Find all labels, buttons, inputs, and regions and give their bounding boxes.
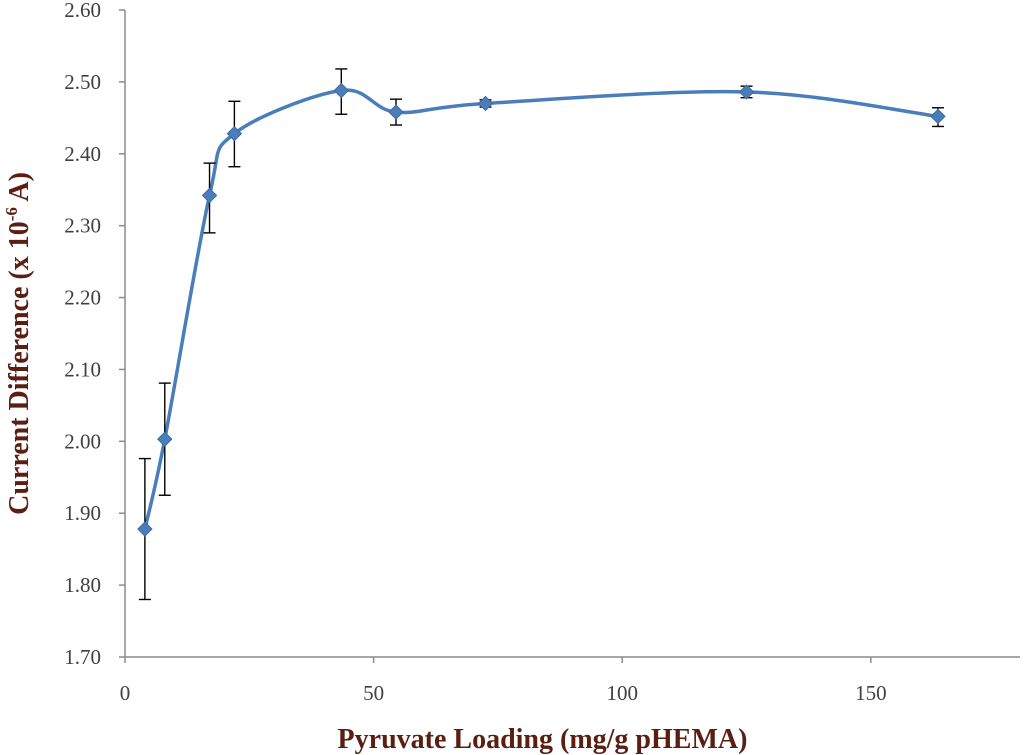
data-point-marker — [201, 187, 218, 204]
x-tick-label: 50 — [363, 681, 384, 705]
y-axis-title-exponent: -6 — [2, 207, 21, 221]
data-point-marker — [137, 521, 153, 537]
series-group — [143, 88, 939, 530]
x-tick-label: 150 — [855, 681, 887, 705]
data-point-marker — [930, 108, 946, 125]
y-tick-label: 2.00 — [64, 429, 101, 453]
data-point-marker — [477, 95, 494, 112]
y-tick-label: 1.90 — [64, 501, 101, 525]
y-tick-label: 1.70 — [64, 645, 101, 669]
data-point-marker — [388, 104, 404, 120]
y-axis-ticks: 1.70 1.80 1.90 2.00 2.10 2.20 2.30 2.40 2.50 2.60 — [64, 0, 125, 669]
x-axis-ticks: 0 50 100 150 — [120, 657, 887, 705]
y-tick-label: 2.10 — [64, 357, 101, 381]
y-tick-label: 2.50 — [64, 70, 101, 94]
y-axis-title-end: A) — [4, 172, 35, 207]
y-tick-label: 1.80 — [64, 573, 101, 597]
y-tick-label: 2.20 — [64, 286, 101, 310]
data-point-marker — [157, 431, 173, 447]
data-point-marker — [333, 82, 349, 99]
data-markers — [137, 82, 946, 537]
x-axis-title: Pyruvate Loading (mg/g pHEMA) — [338, 724, 748, 755]
series-line — [143, 88, 939, 530]
data-point-marker — [226, 125, 243, 142]
y-axis-title-main: Current Difference (x 10 — [4, 221, 35, 515]
x-tick-label: 100 — [606, 681, 638, 705]
x-tick-label: 0 — [120, 681, 131, 705]
y-axis-title: Current Difference (x 10-6 A) — [2, 172, 35, 515]
y-tick-label: 2.30 — [64, 214, 101, 238]
error-bars — [138, 68, 944, 601]
y-tick-label: 2.40 — [64, 142, 101, 166]
data-point-marker — [738, 84, 755, 100]
y-tick-label: 2.60 — [64, 0, 101, 22]
